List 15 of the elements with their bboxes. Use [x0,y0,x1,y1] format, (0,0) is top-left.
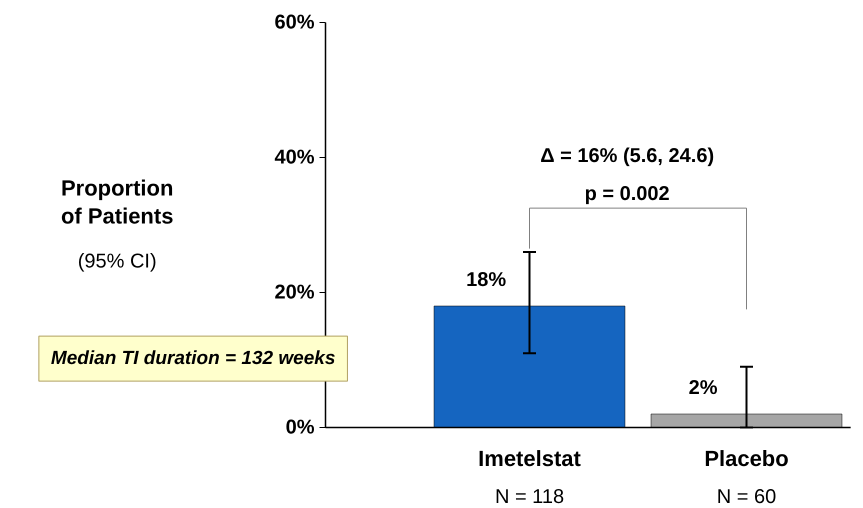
x-tick-label: Imetelstat [478,446,582,472]
y-axis-title: Proportion of Patients [60,175,174,229]
y-tick-label: 0% [286,416,315,438]
text: (95% CI) [78,250,157,272]
data-label: 2% [688,377,718,400]
text: N = 60 [716,486,776,508]
annotation: p = 0.002 [584,182,670,205]
y-tick-label: 20% [274,282,315,304]
annotation: Median TI duration = 132 weeks [50,348,336,370]
text: N = 118 [494,486,564,508]
y-tick-label: 60% [274,12,315,34]
annotation: Δ = 16% (5.6, 24.6) [540,145,714,168]
x-tick-label: Placebo [704,446,789,472]
y-tick-label: 40% [274,146,315,168]
data-label: 18% [466,269,506,292]
